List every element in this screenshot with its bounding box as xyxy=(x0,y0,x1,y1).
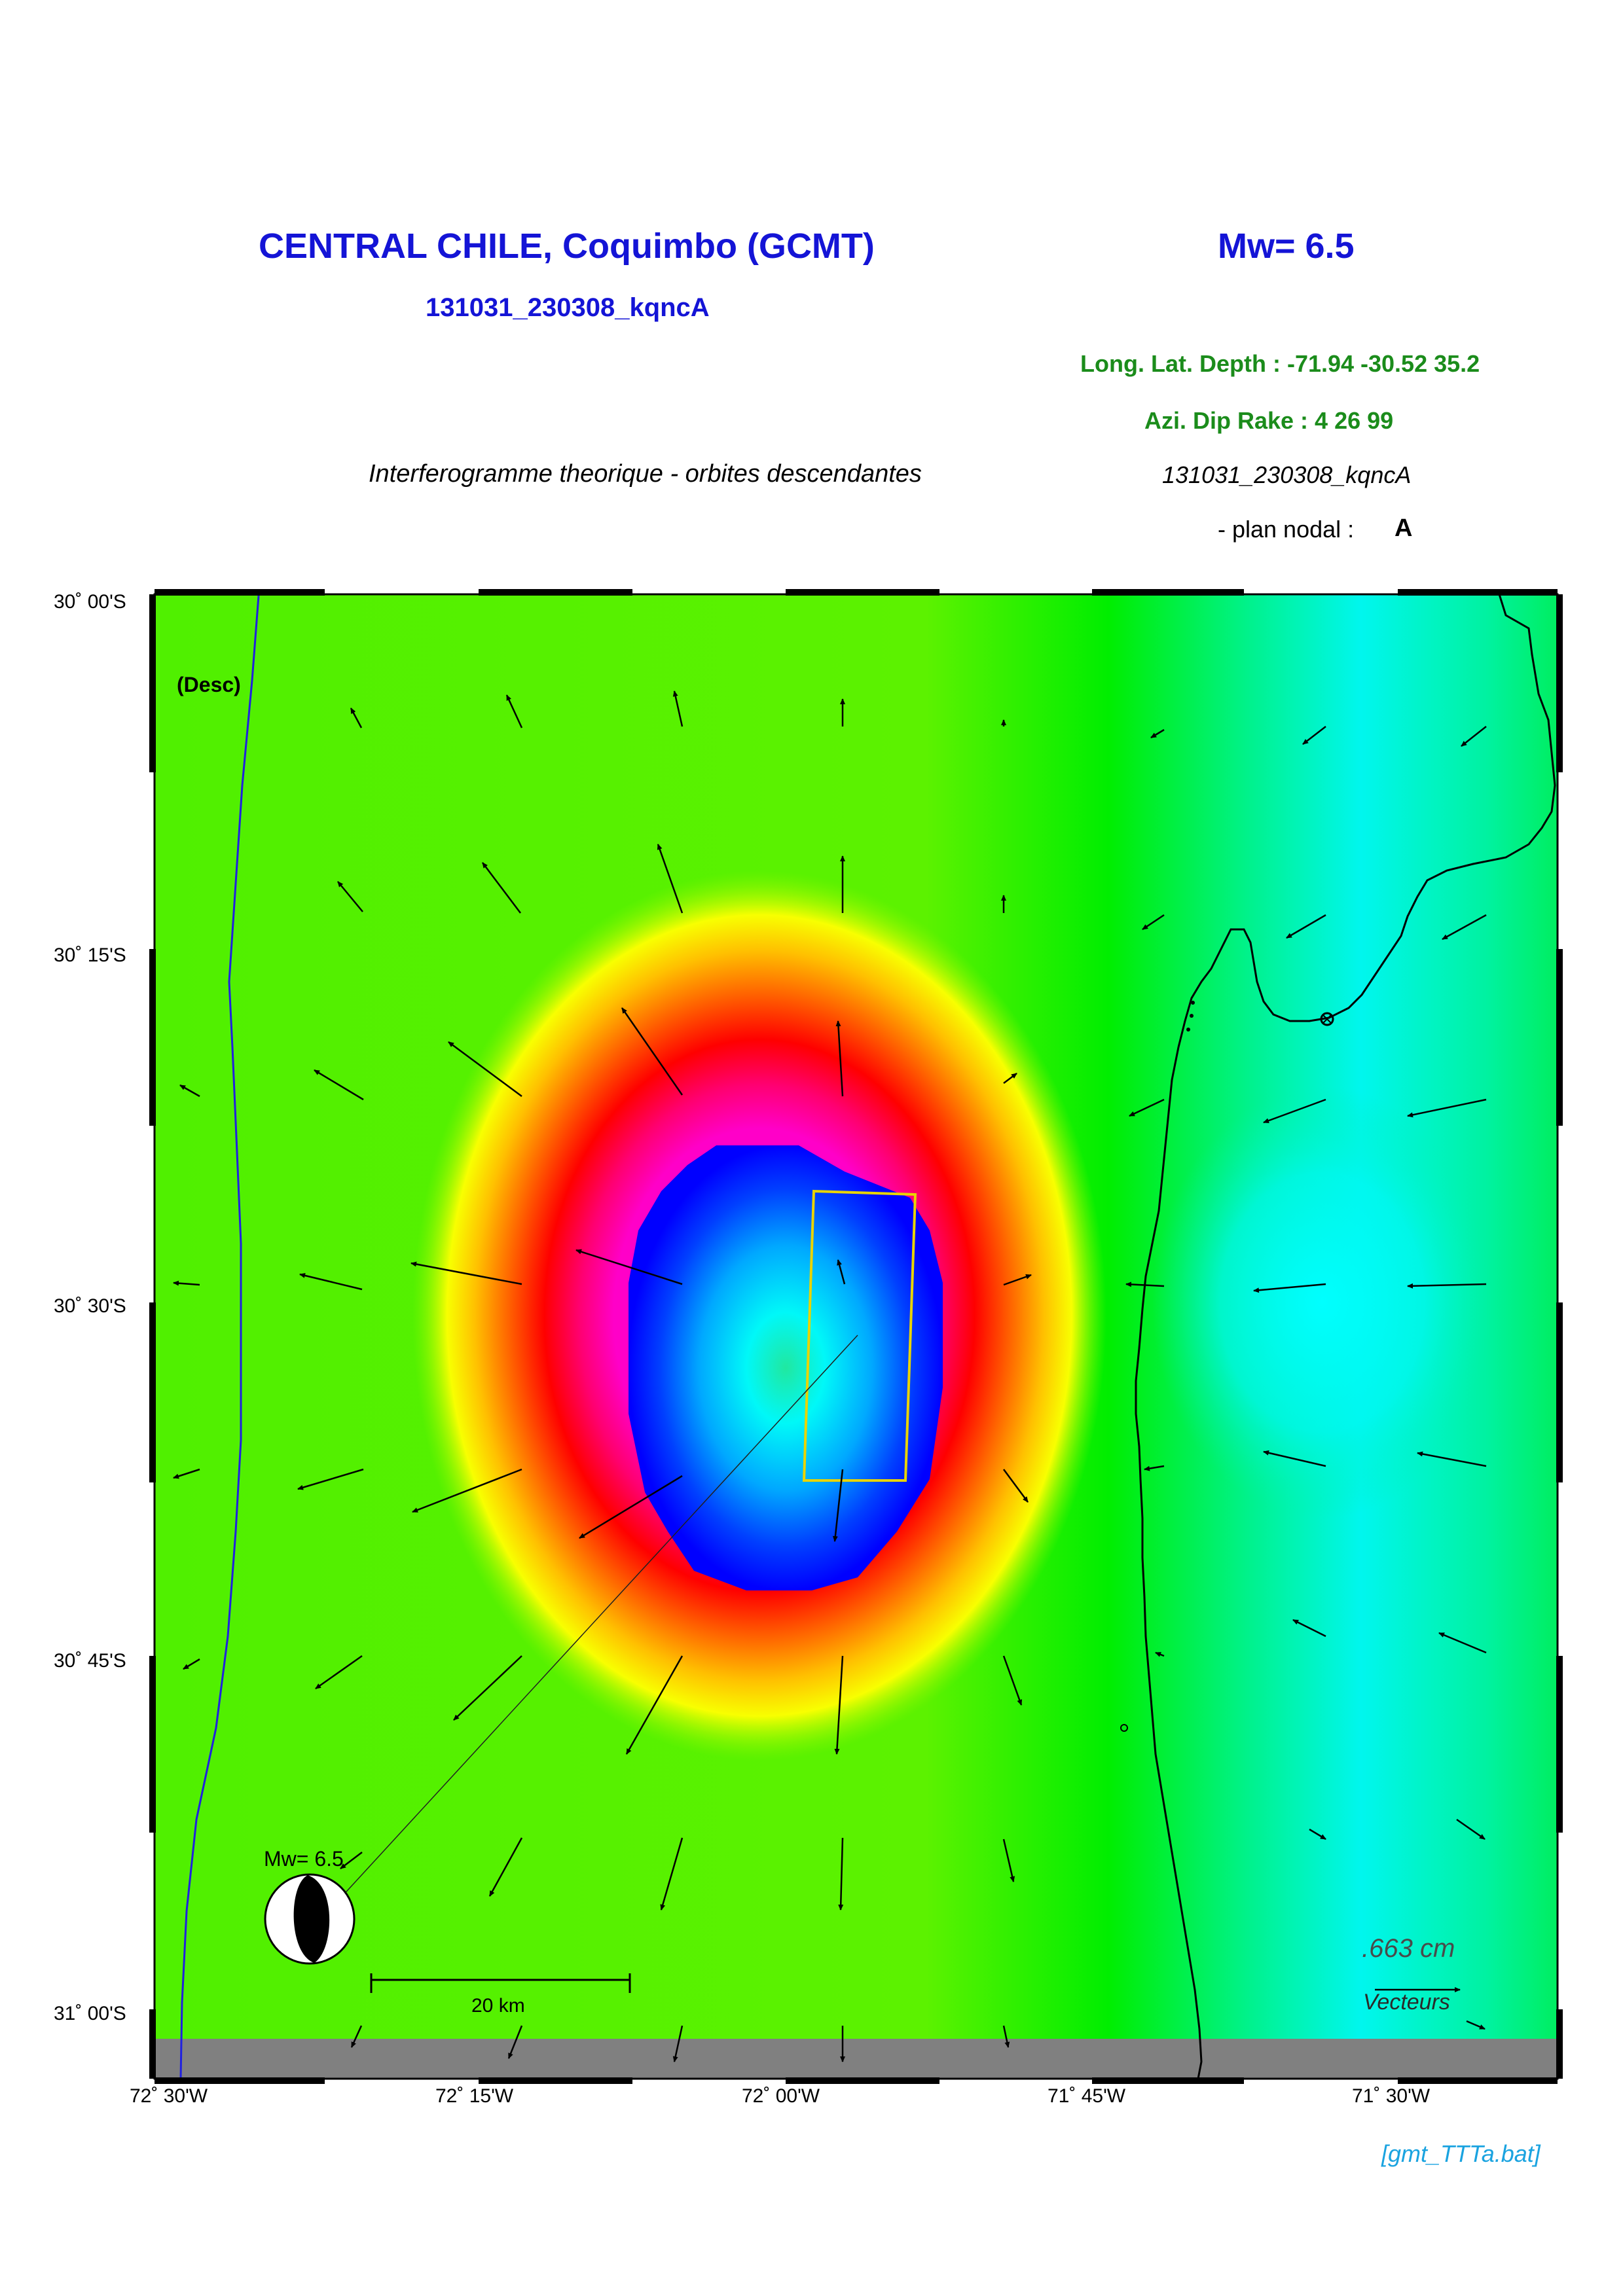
vector xyxy=(1438,1632,1487,1654)
vector xyxy=(1155,1651,1165,1657)
vector xyxy=(575,1249,683,1285)
epicenter-connector xyxy=(340,1335,858,1899)
city-marker xyxy=(1320,1012,1334,1026)
vector xyxy=(1302,726,1326,745)
orbit-label: (Desc) xyxy=(177,673,241,696)
vector xyxy=(660,1837,684,1910)
vector xyxy=(1253,1283,1326,1293)
vector xyxy=(1466,2020,1486,2030)
island-marker xyxy=(1120,1724,1128,1732)
beachball-label: Mw= 6.5 xyxy=(264,1847,344,1871)
vector xyxy=(1263,1098,1326,1124)
event-id: 131031_230308_kqncA xyxy=(426,293,710,322)
vector xyxy=(835,1020,844,1097)
vector xyxy=(1002,1655,1023,1706)
script-credit: [gmt_TTTa.bat] xyxy=(1381,2140,1541,2167)
vector-scale-value: .663 cm xyxy=(1362,1934,1455,1963)
magnitude-label: Mw= 6.5 xyxy=(1218,226,1355,266)
vector xyxy=(837,1259,846,1285)
displacement-vectors xyxy=(173,691,1487,2062)
event-id-italic: 131031_230308_kqncA xyxy=(1162,461,1412,488)
lat-label-30-00: 30˚ 00'S xyxy=(54,591,126,613)
vector xyxy=(1002,2025,1010,2048)
vector xyxy=(832,1469,844,1542)
no-data-strip xyxy=(155,2039,1558,2079)
nodal-plane-label: - plan nodal : xyxy=(1218,516,1355,543)
coastline xyxy=(1135,594,1556,2079)
location-depth-line: Long. Lat. Depth : -71.94 -30.52 35.2 xyxy=(1080,350,1480,377)
lon-label-72-15: 72˚ 15'W xyxy=(435,2085,514,2107)
vector xyxy=(1003,1274,1032,1286)
vector xyxy=(297,1468,364,1490)
lat-label-30-30: 30˚ 30'S xyxy=(54,1295,126,1317)
vector xyxy=(1150,728,1165,739)
map-title: CENTRAL CHILE, Coquimbo (GCMT) xyxy=(259,226,875,266)
vector xyxy=(315,1655,363,1690)
vector xyxy=(1442,914,1487,941)
vector xyxy=(173,1280,200,1286)
vector xyxy=(173,1468,200,1479)
vector xyxy=(625,1655,684,1755)
inner-lobe xyxy=(629,1145,943,1590)
vector xyxy=(505,694,523,728)
vector xyxy=(1003,1073,1017,1084)
vector xyxy=(579,1475,683,1539)
vector xyxy=(1286,914,1326,939)
vector xyxy=(1456,1818,1486,1840)
vector xyxy=(834,1655,844,1755)
lon-label-71-30: 71˚ 30'W xyxy=(1352,2085,1431,2107)
focal-mechanism-beachball xyxy=(264,1873,356,1965)
vector xyxy=(1407,1283,1487,1289)
vector xyxy=(412,1468,522,1513)
lon-label-71-45: 71˚ 45'W xyxy=(1048,2085,1126,2107)
lon-label-72-00: 72˚ 00'W xyxy=(742,2085,820,2107)
vector xyxy=(1263,1450,1326,1467)
nodal-plane-value: A xyxy=(1395,514,1413,542)
vector xyxy=(1309,1828,1326,1840)
lon-label-72-30: 72˚ 30'W xyxy=(130,2085,208,2107)
distance-scale-bar xyxy=(370,1973,631,1993)
vector xyxy=(410,1261,522,1285)
map-frame xyxy=(149,589,1563,2084)
vector xyxy=(621,1007,684,1096)
vector xyxy=(337,881,363,912)
vector xyxy=(1142,914,1165,931)
vector xyxy=(1144,1465,1165,1471)
vector xyxy=(1002,1839,1015,1882)
mechanism-line: Azi. Dip Rake : 4 26 99 xyxy=(1144,407,1394,434)
vector xyxy=(1292,1619,1326,1638)
vector xyxy=(507,2025,523,2059)
vector xyxy=(1002,1469,1029,1503)
vector xyxy=(340,1852,363,1869)
eastern-lobe xyxy=(1152,1086,1493,1518)
vector-scale-label: Vecteurs xyxy=(1363,1990,1450,2015)
vector xyxy=(1407,1098,1487,1118)
scale-bar-label: 20 km xyxy=(471,1995,525,2017)
interferogram-description: Interferogramme theorique - orbites desc… xyxy=(369,460,922,488)
vector xyxy=(1125,1282,1165,1287)
vector xyxy=(672,2025,684,2062)
vector xyxy=(453,1655,522,1721)
lat-label-30-45: 30˚ 45'S xyxy=(54,1650,126,1672)
vector xyxy=(482,862,521,914)
vector xyxy=(1129,1098,1165,1117)
vector xyxy=(183,1658,200,1670)
vector xyxy=(299,1272,363,1291)
vector xyxy=(350,708,363,728)
vector xyxy=(672,691,684,727)
vector xyxy=(350,2025,363,2048)
subduction-trench xyxy=(179,595,260,2079)
vector xyxy=(657,844,684,914)
vector xyxy=(1417,1451,1487,1467)
vector xyxy=(838,1837,844,1910)
vector xyxy=(488,1837,523,1897)
fault-plane-outline xyxy=(802,1189,917,1482)
lat-label-31-00: 31˚ 00'S xyxy=(54,2003,126,2024)
lat-label-30-15: 30˚ 15'S xyxy=(54,944,126,966)
vector xyxy=(314,1069,364,1101)
vector xyxy=(179,1084,200,1098)
vector xyxy=(1461,726,1487,747)
vector xyxy=(448,1041,522,1098)
